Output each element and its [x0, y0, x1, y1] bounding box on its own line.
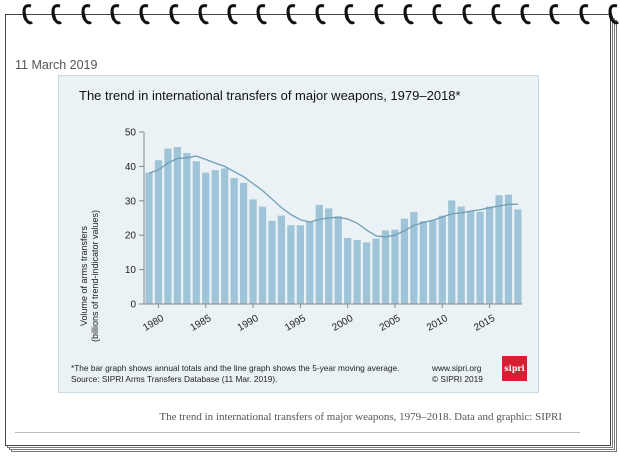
- bar-1988: [230, 178, 238, 304]
- spiral-ring-icon: [227, 2, 239, 26]
- bar-1996: [306, 221, 314, 304]
- bar-2009: [429, 220, 437, 304]
- y-tick-label: 0: [130, 300, 136, 311]
- y-tick-label: 20: [125, 231, 137, 242]
- spiral-ring-icon: [374, 2, 386, 26]
- spiral-ring-icon: [198, 2, 210, 26]
- bar-2006: [400, 218, 409, 304]
- spiral-ring-icon: [81, 2, 93, 26]
- bar-2017: [504, 194, 513, 304]
- bar-2018: [514, 209, 522, 304]
- bar-2015: [485, 206, 494, 304]
- bar-2013: [467, 211, 475, 304]
- y-tick-label: 40: [125, 162, 137, 173]
- bar-1990: [249, 199, 257, 304]
- bar-1980: [154, 160, 163, 304]
- bar-2007: [410, 212, 418, 304]
- spiral-ring-icon: [549, 2, 561, 26]
- credits: www.sipri.org © SIPRI 2019: [432, 363, 483, 385]
- moving-average-line: [148, 155, 518, 238]
- y-tick-label: 50: [125, 128, 137, 139]
- bar-2004: [381, 230, 390, 304]
- bar-2014: [476, 211, 484, 304]
- spiral-ring-icon: [491, 2, 503, 26]
- chart-plot: Volume of arms transfers (billions of tr…: [79, 128, 522, 342]
- spiral-ring-icon: [51, 2, 63, 26]
- bar-1982: [173, 147, 181, 304]
- x-tick-label: 1995: [283, 313, 308, 334]
- spiral-ring-icon: [432, 2, 444, 26]
- bar-1983: [183, 152, 191, 304]
- bar-1979: [145, 172, 153, 304]
- bar-1985: [202, 172, 210, 304]
- spiral-ring-icon: [22, 2, 34, 26]
- spiral-ring-icon: [608, 2, 620, 26]
- footnote: *The bar graph shows annual totals and t…: [71, 363, 399, 385]
- bar-2003: [372, 238, 380, 304]
- bar-2005: [391, 229, 399, 304]
- sipri-logo: sipri: [502, 356, 527, 381]
- bar-1984: [192, 161, 200, 304]
- bar-1995: [296, 225, 304, 304]
- bar-2012: [457, 206, 465, 304]
- x-tick-label: 2000: [330, 313, 355, 334]
- x-tick-label: 2010: [425, 313, 450, 334]
- bar-1999: [334, 216, 342, 304]
- bar-1981: [164, 148, 172, 304]
- copyright: © SIPRI 2019: [432, 374, 483, 384]
- spiral-ring-icon: [315, 2, 327, 26]
- bar-1992: [268, 220, 276, 304]
- bar-2016: [495, 195, 503, 304]
- x-tick-label: 1985: [188, 313, 213, 334]
- bar-1993: [277, 215, 286, 304]
- y-tick-label: 10: [125, 265, 137, 276]
- spiral-ring-icon: [139, 2, 151, 26]
- spiral-ring-icon: [344, 2, 356, 26]
- footnote-source: Source: SIPRI Arms Transfers Database (1…: [71, 374, 278, 384]
- spiral-ring-icon: [256, 2, 268, 26]
- bar-2000: [344, 237, 352, 304]
- bar-1997: [315, 204, 323, 304]
- date: 11 March 2019: [15, 58, 98, 72]
- spiral-ring-icon: [169, 2, 181, 26]
- divider: [15, 432, 580, 433]
- x-tick-label: 2015: [472, 313, 497, 334]
- spiral-ring-icon: [520, 2, 532, 26]
- spiral-ring-icon: [579, 2, 591, 26]
- spiral-ring-icon: [462, 2, 474, 26]
- bar-2011: [448, 200, 456, 304]
- footnote-note: *The bar graph shows annual totals and t…: [71, 363, 400, 373]
- x-tick-label: 1990: [236, 313, 261, 334]
- spiral-ring-icon: [403, 2, 415, 26]
- chart-panel: The trend in international transfers of …: [58, 75, 539, 393]
- bar-2001: [353, 240, 361, 304]
- bar-1989: [240, 182, 248, 304]
- bar-1991: [258, 206, 267, 304]
- bar-1994: [287, 225, 295, 304]
- bar-1986: [211, 170, 219, 304]
- spiral-ring-icon: [286, 2, 298, 26]
- spiral-ring-icon: [110, 2, 122, 26]
- x-tick-label: 2005: [378, 313, 403, 334]
- x-tick-label: 1980: [141, 313, 166, 334]
- website-link[interactable]: www.sipri.org: [432, 363, 482, 373]
- bar-1998: [325, 208, 333, 304]
- bar-2010: [438, 215, 446, 304]
- y-tick-label: 30: [125, 196, 137, 207]
- image-caption: The trend in international transfers of …: [159, 411, 562, 423]
- bar-1987: [221, 168, 229, 304]
- bar-2008: [419, 221, 427, 304]
- y-axis-label: Volume of arms transfers: [79, 225, 89, 326]
- y-axis-label-units: (billions of trend-indicator values): [90, 210, 100, 342]
- chart-title: The trend in international transfers of …: [79, 88, 461, 103]
- bar-2002: [362, 242, 371, 304]
